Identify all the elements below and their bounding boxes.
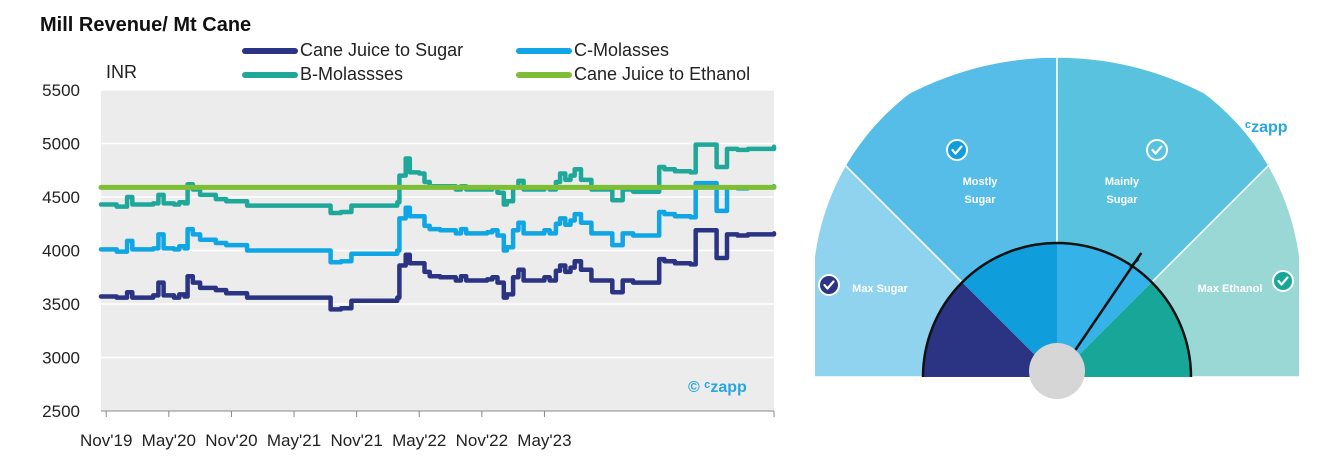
gauge-inner-arc — [921, 241, 1193, 378]
gauge-outer-ring — [815, 56, 1299, 377]
legend-item-ethanol: Cane Juice to Ethanol — [516, 64, 750, 85]
legend-label-c-molasses: C-Molasses — [574, 40, 670, 60]
legend-item-sugar: Cane Juice to Sugar — [242, 40, 463, 61]
gauge-segment-max-ethanol — [1055, 149, 1299, 377]
gauge-label-mainly-sugar: Mainly Sugar — [1105, 176, 1140, 206]
gauge-inner-segment — [923, 282, 1057, 377]
x-tick-label: May'21 — [267, 431, 321, 450]
check-mark — [1151, 145, 1163, 155]
legend-swatch-sugar — [242, 47, 298, 54]
check-mark — [1277, 276, 1289, 286]
series-line-c-molasses — [98, 180, 777, 265]
check-icon — [1146, 139, 1168, 161]
czapp-logo: ᶜzapp — [1245, 119, 1288, 136]
y-tick-label: 4000 — [42, 242, 80, 261]
legend-swatch-b-molasses — [242, 71, 298, 78]
legend-item-b-molasses: B-Molassses — [242, 64, 403, 85]
gauge-needle — [1055, 252, 1143, 378]
legend-swatch-ethanol — [516, 71, 572, 78]
y-axis-unit: INR — [106, 62, 137, 82]
gauge-inner-segment — [1057, 282, 1191, 377]
y-tick-label: 3500 — [42, 295, 80, 314]
x-tick-label: Nov'19 — [80, 431, 132, 450]
check-icon — [818, 274, 840, 296]
y-tick-label: 5000 — [42, 135, 80, 154]
check-mark — [823, 280, 835, 290]
gauge-label-mostly-sugar: Mostly Sugar — [963, 176, 999, 206]
legend-label-sugar: Cane Juice to Sugar — [300, 40, 464, 60]
chart-title: Mill Revenue/ Mt Cane — [40, 14, 252, 36]
gauge-segment-mostly-sugar — [829, 56, 1058, 377]
series-line-sugar — [98, 227, 777, 312]
y-tick-label: 4500 — [42, 188, 80, 207]
x-tick-label: Nov'21 — [330, 431, 382, 450]
x-tick-label: May'22 — [392, 431, 446, 450]
gauge-needle-head — [1128, 252, 1142, 268]
x-tick-label: May'23 — [517, 431, 571, 450]
check-icon — [946, 139, 968, 161]
legend-swatch-c-molasses — [516, 47, 572, 54]
x-tick-label: May'20 — [142, 431, 196, 450]
gauge-inner-segment — [1057, 242, 1152, 377]
gauge-inner-segment — [962, 242, 1057, 377]
x-tick-label: Nov'20 — [205, 431, 257, 450]
y-tick-label: 5500 — [42, 81, 80, 100]
gauge-segment-mainly-sugar — [1056, 56, 1285, 377]
legend-label-ethanol: Cane Juice to Ethanol — [574, 64, 751, 84]
gauge-label-max-sugar: Max Sugar — [852, 283, 908, 295]
legend-item-c-molasses: C-Molasses — [516, 40, 669, 61]
check-icon — [1272, 270, 1294, 292]
y-tick-label: 3000 — [42, 349, 80, 368]
gauge-label-max-ethanol: Max Ethanol — [1198, 283, 1263, 295]
revenue-line-chart: 2500 3000 3500 4000 4500 5000 5500 Nov'19 May'20… — [42, 81, 777, 450]
check-mark — [951, 145, 963, 155]
x-tick-label: Nov'22 — [456, 431, 508, 450]
legend-label-b-molasses: B-Molassses — [300, 64, 404, 84]
y-tick-label: 2500 — [42, 402, 80, 421]
czapp-watermark: © ᶜzapp — [688, 379, 747, 396]
gauge-hub — [1029, 343, 1085, 399]
